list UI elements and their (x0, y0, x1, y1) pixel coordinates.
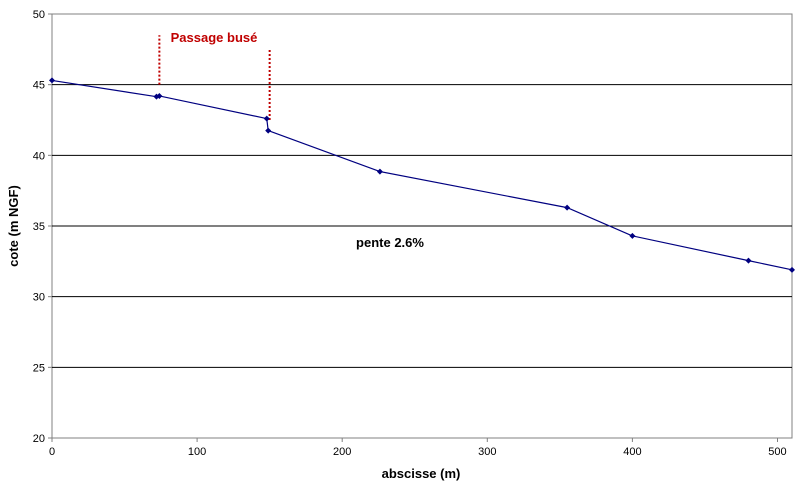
annotation-pente: pente 2.6% (356, 235, 424, 250)
x-tick-label: 200 (333, 446, 351, 458)
y-tick-label: 25 (33, 362, 45, 374)
y-tick-label: 30 (33, 292, 45, 304)
annotation-passage-buse: Passage busé (171, 30, 258, 45)
x-axis-ticks: 0 100 200 300 400 500 (49, 438, 787, 458)
x-tick-label: 300 (478, 446, 496, 458)
x-axis-title: abscisse (m) (382, 466, 461, 481)
data-point (265, 127, 272, 134)
data-point (745, 257, 752, 264)
series-group (49, 77, 795, 273)
culvert-markers (158, 35, 271, 120)
x-tick-label: 500 (768, 446, 786, 458)
y-tick-label: 50 (33, 9, 45, 21)
x-tick-label: 100 (188, 446, 206, 458)
data-point (564, 204, 571, 211)
data-point (49, 77, 55, 84)
y-tick-label: 40 (33, 150, 45, 162)
y-tick-label: 45 (33, 80, 45, 92)
x-tick-label: 400 (623, 446, 641, 458)
data-point (789, 266, 795, 273)
data-point (629, 232, 636, 239)
data-point (376, 168, 383, 175)
data-point (263, 115, 270, 122)
y-axis-title: cote (m NGF) (6, 185, 21, 267)
y-axis-ticks: 20 25 30 35 40 45 50 (33, 9, 52, 445)
data-point (156, 92, 163, 99)
gridlines (52, 84, 792, 368)
y-tick-label: 20 (33, 433, 45, 445)
y-tick-label: 35 (33, 221, 45, 233)
x-tick-label: 0 (49, 446, 55, 458)
